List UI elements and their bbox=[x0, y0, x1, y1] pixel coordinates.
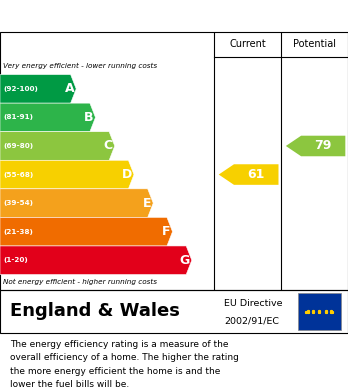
Text: 61: 61 bbox=[247, 168, 265, 181]
Text: the more energy efficient the home is and the: the more energy efficient the home is an… bbox=[10, 367, 221, 376]
Polygon shape bbox=[219, 164, 278, 185]
Polygon shape bbox=[0, 189, 153, 217]
Polygon shape bbox=[0, 246, 192, 274]
Text: The energy efficiency rating is a measure of the: The energy efficiency rating is a measur… bbox=[10, 340, 229, 349]
Text: overall efficiency of a home. The higher the rating: overall efficiency of a home. The higher… bbox=[10, 353, 239, 362]
Polygon shape bbox=[0, 103, 95, 132]
Text: Very energy efficient - lower running costs: Very energy efficient - lower running co… bbox=[3, 63, 158, 68]
Text: A: A bbox=[65, 83, 74, 95]
Text: Not energy efficient - higher running costs: Not energy efficient - higher running co… bbox=[3, 279, 158, 285]
Text: D: D bbox=[122, 168, 132, 181]
Text: (81-91): (81-91) bbox=[3, 115, 33, 120]
Text: (92-100): (92-100) bbox=[3, 86, 38, 92]
Polygon shape bbox=[0, 132, 115, 160]
Text: 2002/91/EC: 2002/91/EC bbox=[224, 316, 279, 325]
Polygon shape bbox=[0, 217, 173, 246]
Text: Energy Efficiency Rating: Energy Efficiency Rating bbox=[10, 9, 220, 23]
Text: C: C bbox=[104, 140, 113, 152]
Polygon shape bbox=[0, 75, 76, 103]
Bar bbox=[298, 293, 341, 330]
Text: (55-68): (55-68) bbox=[3, 172, 34, 178]
Text: (21-38): (21-38) bbox=[3, 229, 33, 235]
Text: Current: Current bbox=[229, 39, 266, 49]
Polygon shape bbox=[286, 136, 345, 156]
Text: England & Wales: England & Wales bbox=[10, 303, 180, 321]
Text: B: B bbox=[84, 111, 94, 124]
Polygon shape bbox=[0, 160, 134, 189]
Text: (69-80): (69-80) bbox=[3, 143, 34, 149]
Text: (39-54): (39-54) bbox=[3, 200, 33, 206]
Text: lower the fuel bills will be.: lower the fuel bills will be. bbox=[10, 380, 130, 389]
Text: EU Directive: EU Directive bbox=[224, 299, 283, 308]
Text: F: F bbox=[162, 225, 171, 238]
Text: (1-20): (1-20) bbox=[3, 257, 28, 263]
Text: 79: 79 bbox=[315, 140, 332, 152]
Text: Potential: Potential bbox=[293, 39, 336, 49]
Text: E: E bbox=[143, 197, 151, 210]
Text: G: G bbox=[180, 254, 190, 267]
